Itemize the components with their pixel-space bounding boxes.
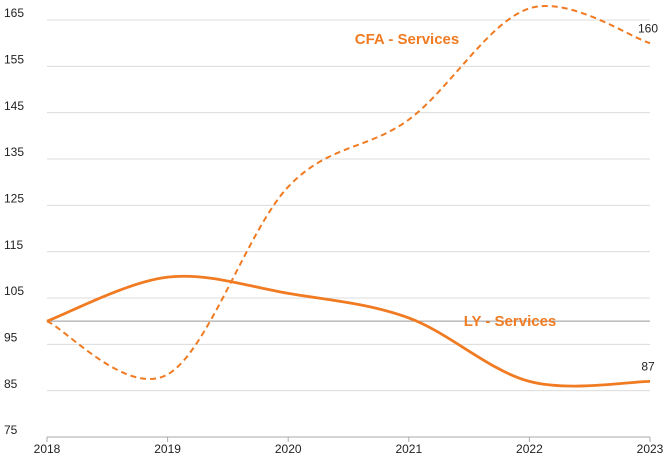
- x-tick-label: 2022: [516, 442, 543, 456]
- x-tick-label: 2018: [34, 442, 61, 456]
- series-line: [46, 5, 651, 380]
- x-tick-label: 2020: [275, 442, 302, 456]
- y-tick-label: 125: [4, 192, 24, 206]
- y-tick-label: 165: [4, 6, 24, 20]
- series-label: CFA - Services: [355, 31, 460, 48]
- y-tick-label: 155: [4, 53, 24, 67]
- data-label: 160: [638, 21, 658, 35]
- y-tick-label: 145: [4, 99, 24, 113]
- x-tick-label: 2019: [154, 442, 181, 456]
- y-tick-label: 95: [4, 331, 18, 345]
- x-tick-label: 2023: [637, 442, 664, 456]
- y-tick-label: 75: [4, 423, 18, 437]
- y-tick-label: 85: [4, 377, 18, 391]
- y-tick-label: 105: [4, 284, 24, 298]
- series-label: LY - Services: [464, 313, 557, 330]
- x-tick-label: 2021: [395, 442, 422, 456]
- data-label: 87: [641, 360, 655, 374]
- y-tick-label: 135: [4, 145, 24, 159]
- y-tick-label: 115: [4, 238, 23, 252]
- series-line: [46, 274, 651, 388]
